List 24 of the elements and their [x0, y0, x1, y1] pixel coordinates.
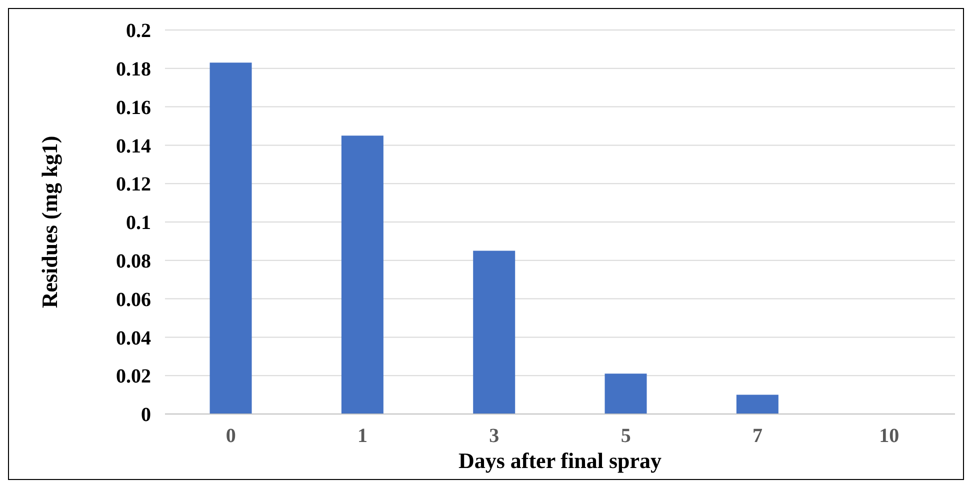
x-tick-label: 7	[752, 425, 762, 448]
bar	[210, 62, 252, 414]
y-tick-label: 0.16	[116, 96, 151, 119]
bar	[736, 394, 778, 414]
x-tick-label: 1	[358, 425, 368, 448]
bar	[473, 250, 516, 414]
y-axis-title: Residues (mg kg1)	[36, 136, 62, 308]
bar	[604, 374, 647, 414]
y-tick-label: 0.06	[116, 288, 151, 311]
y-tick-label: 0.02	[116, 366, 151, 388]
bar	[341, 136, 384, 414]
x-tick-label: 5	[620, 425, 631, 448]
y-tick-label: 0.08	[116, 250, 151, 272]
y-tick-label: 0	[141, 404, 151, 426]
y-tick-label: 0.18	[116, 58, 151, 80]
x-tick-label: 3	[489, 425, 500, 448]
y-tick-label: 0.04	[116, 327, 151, 350]
y-tick-label: 0.14	[116, 135, 151, 158]
x-tick-label: 0	[226, 425, 236, 448]
y-tick-label: 0.2	[126, 20, 151, 42]
y-tick-label: 0.12	[116, 174, 151, 196]
x-tick-label: 10	[879, 425, 900, 448]
x-axis-title: Days after final spray	[458, 448, 662, 473]
y-tick-label: 0.1	[126, 212, 151, 234]
